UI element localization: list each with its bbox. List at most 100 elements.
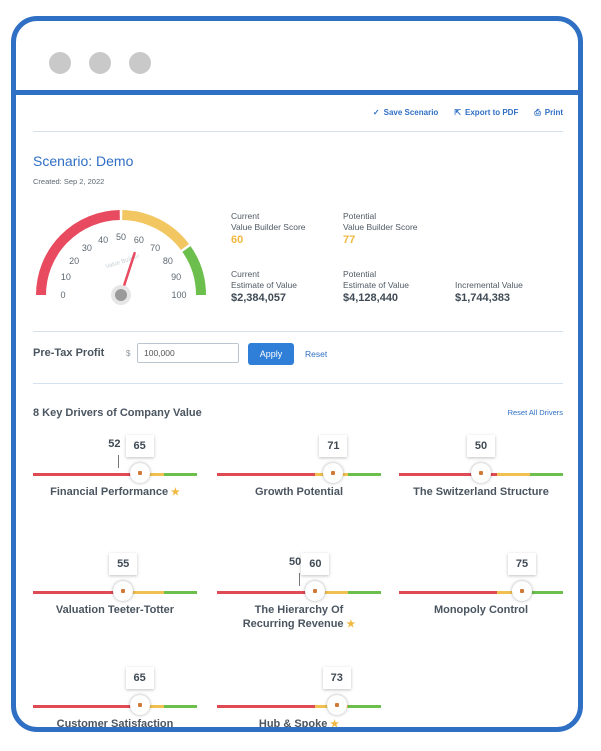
browser-window: ✓ Save Scenario ⇱ Export to PDF ⎙ Print Sce… bbox=[11, 16, 583, 732]
current-value-label-2: Estimate of Value bbox=[231, 280, 297, 290]
gauge-tick-label: 70 bbox=[150, 243, 160, 253]
handle-grip-icon bbox=[121, 589, 126, 593]
incremental-value-amount: $1,744,383 bbox=[455, 292, 511, 304]
drivers-section-title: 8 Key Drivers of Company Value bbox=[33, 407, 202, 419]
driver-slider-track[interactable] bbox=[399, 591, 563, 594]
gauge-tick-label: 10 bbox=[61, 272, 71, 282]
track-segment bbox=[217, 705, 316, 708]
driver-slider-track[interactable] bbox=[399, 473, 563, 476]
potential-score-metric: Potential Value Builder Score 77 bbox=[343, 211, 418, 246]
previous-value-marker bbox=[118, 455, 120, 468]
track-segment bbox=[348, 591, 381, 594]
toolbar: ✓ Save Scenario ⇱ Export to PDF ⎙ Print bbox=[373, 108, 563, 118]
driver-name: The Switzerland Structure bbox=[399, 485, 563, 499]
print-button[interactable]: ⎙ Print bbox=[534, 108, 563, 117]
potential-value-amount: $4,128,440 bbox=[343, 292, 399, 304]
track-segment bbox=[315, 591, 349, 594]
incremental-value-metric: Incremental Value $1,744,383 bbox=[455, 280, 523, 304]
driver-value-bubble: 60 bbox=[301, 553, 330, 575]
driver-name-text: The Hierarchy Of Recurring Revenue bbox=[242, 604, 344, 630]
divider bbox=[33, 383, 563, 384]
slider-handle[interactable] bbox=[113, 581, 134, 601]
window-dot-1[interactable] bbox=[49, 52, 71, 74]
driver-value-bubble: 73 bbox=[322, 667, 351, 689]
driver-slider-track[interactable] bbox=[217, 591, 381, 594]
potential-score-label-1: Potential bbox=[343, 211, 377, 221]
driver-name: Valuation Teeter-Totter bbox=[33, 603, 197, 617]
reset-all-drivers-link[interactable]: Reset All Drivers bbox=[507, 408, 563, 417]
driver-slider-card: 50 The Switzerland Structure bbox=[399, 429, 563, 509]
track-segment bbox=[164, 591, 197, 594]
driver-slider-track[interactable] bbox=[217, 705, 381, 708]
save-scenario-button[interactable]: ✓ Save Scenario bbox=[372, 108, 439, 117]
pretax-profit-input[interactable] bbox=[137, 343, 239, 363]
incremental-value-label: Incremental Value bbox=[455, 280, 523, 290]
track-segment bbox=[399, 591, 498, 594]
driver-slider-card: 50 60 The Hierarchy Of Recurring Revenue ★ bbox=[217, 547, 381, 630]
printer-icon: ⎙ bbox=[534, 108, 541, 117]
driver-name-text: Monopoly Control bbox=[433, 604, 529, 616]
driver-value-bubble: 50 bbox=[467, 435, 495, 457]
gauge-tick-label: 60 bbox=[134, 235, 144, 245]
slider-handle[interactable] bbox=[512, 581, 532, 601]
gauge-arc-green bbox=[182, 246, 206, 296]
handle-grip-icon bbox=[137, 471, 142, 475]
current-value-label-1: Current bbox=[231, 269, 260, 279]
gauge-arc-yellow bbox=[122, 210, 189, 251]
handle-grip-icon bbox=[520, 589, 524, 593]
gauge-tick-label: 50 bbox=[116, 232, 126, 242]
current-score-value: 60 bbox=[231, 234, 244, 246]
driver-slider-card: 65 Customer Satisfaction bbox=[33, 661, 197, 730]
track-segment bbox=[217, 473, 316, 476]
handle-grip-icon bbox=[479, 471, 483, 475]
created-date: Created: Sep 2, 2022 bbox=[33, 177, 105, 186]
driver-name: Growth Potential bbox=[217, 485, 381, 499]
current-value-metric: Current Estimate of Value $2,384,057 bbox=[231, 269, 297, 304]
track-segment bbox=[348, 705, 381, 708]
driver-value-bubble: 75 bbox=[508, 553, 536, 575]
driver-slider-track[interactable] bbox=[33, 591, 197, 594]
handle-grip-icon bbox=[331, 471, 336, 475]
driver-name: The Hierarchy Of Recurring Revenue ★ bbox=[234, 603, 364, 632]
track-segment bbox=[217, 591, 316, 594]
slider-handle[interactable] bbox=[305, 581, 326, 601]
driver-value-bubble: 65 bbox=[125, 435, 154, 457]
gauge-hub bbox=[115, 289, 127, 301]
driver-name-text: Growth Potential bbox=[255, 486, 343, 498]
track-segment bbox=[164, 473, 197, 476]
driver-name: Monopoly Control bbox=[399, 603, 563, 617]
potential-value-label-2: Estimate of Value bbox=[343, 280, 409, 290]
handle-grip-icon bbox=[313, 589, 318, 593]
star-icon: ★ bbox=[343, 619, 356, 630]
window-dot-2[interactable] bbox=[89, 52, 111, 74]
page-title: Scenario: Demo bbox=[33, 153, 134, 169]
window-dot-3[interactable] bbox=[129, 52, 151, 74]
divider bbox=[33, 331, 563, 332]
handle-grip-icon bbox=[334, 703, 339, 707]
track-segment bbox=[164, 705, 197, 708]
gauge-arc-red bbox=[36, 210, 120, 296]
reset-link[interactable]: Reset bbox=[305, 349, 328, 359]
apply-button[interactable]: Apply bbox=[248, 343, 294, 365]
driver-slider-track[interactable] bbox=[33, 705, 197, 708]
slider-handle[interactable] bbox=[471, 463, 491, 483]
driver-slider-card: 75 Monopoly Control bbox=[399, 547, 563, 627]
slider-handle[interactable] bbox=[129, 695, 150, 715]
track-segment bbox=[33, 591, 132, 594]
export-pdf-button[interactable]: ⇱ Export to PDF bbox=[454, 108, 519, 117]
slider-handle[interactable] bbox=[323, 463, 344, 483]
current-value-amount: $2,384,057 bbox=[231, 292, 287, 304]
driver-name-text: Customer Satisfaction bbox=[56, 718, 174, 730]
driver-slider-track[interactable] bbox=[33, 473, 197, 476]
track-segment bbox=[33, 705, 132, 708]
driver-slider-track[interactable] bbox=[217, 473, 381, 476]
previous-value-label: 50 bbox=[289, 556, 302, 568]
export-icon: ⇱ bbox=[454, 108, 462, 117]
gauge-tick-label: 100 bbox=[171, 290, 186, 300]
slider-handle[interactable] bbox=[326, 695, 347, 715]
track-segment bbox=[33, 473, 132, 476]
slider-handle[interactable] bbox=[129, 463, 150, 483]
driver-name-text: The Switzerland Structure bbox=[413, 486, 549, 498]
potential-score-value: 77 bbox=[343, 234, 356, 246]
